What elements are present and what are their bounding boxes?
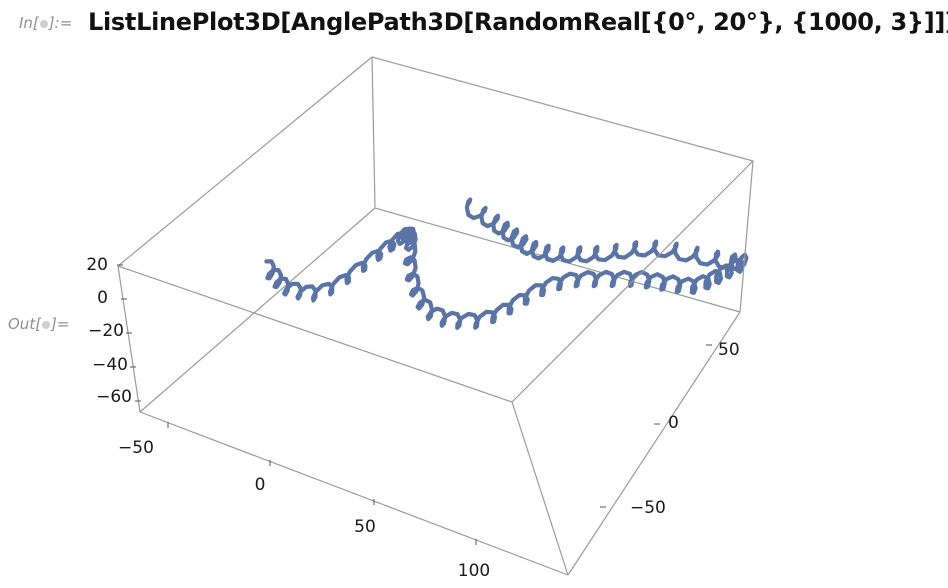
box-edge-ae (117, 265, 513, 403)
plot-box-back-edges (117, 56, 754, 413)
x-tick-label: 100 (458, 561, 490, 581)
box-edge-fi (139, 411, 569, 576)
x-tick-label: 0 (255, 475, 266, 495)
box-edge-ed (511, 160, 754, 403)
cell-number-dot-icon (39, 19, 48, 28)
z-tick-label: −20 (88, 321, 124, 341)
box-edge-ei (511, 401, 569, 576)
box-edge-fg (139, 207, 376, 413)
box-edge-hi (567, 311, 741, 576)
y-tick-label: 0 (668, 413, 679, 433)
z-tick-label: −60 (96, 387, 132, 407)
box-edge-dh (739, 160, 754, 313)
plot-curve-layer (264, 197, 749, 330)
output-cell-label: Out[]= (8, 315, 70, 333)
z-tick-label: 0 (97, 288, 108, 308)
z-tick-label: −40 (92, 355, 128, 375)
plot-tick-layer: 20 0 −20 −40 −60 −50 0 50 100 −50 0 50 (86, 255, 739, 581)
box-edge-bd (371, 56, 754, 162)
input-code[interactable]: ListLinePlot3D[AnglePath3D[RandomReal[{0… (88, 8, 948, 36)
x-tick-label: 50 (354, 517, 376, 537)
x-tick-label: −50 (118, 438, 154, 458)
series-line (264, 197, 749, 330)
box-edge-gb (371, 56, 376, 209)
input-cell-label: In[]:= (19, 14, 73, 32)
plot-box-front-edges (117, 160, 754, 576)
y-tick-label: −50 (630, 498, 666, 518)
y-tick-label: 50 (718, 340, 740, 360)
z-tick-label: 20 (86, 255, 108, 275)
box-edge-af (117, 265, 141, 413)
box-edge-ba (117, 56, 373, 267)
cell-number-dot-icon (42, 320, 51, 329)
